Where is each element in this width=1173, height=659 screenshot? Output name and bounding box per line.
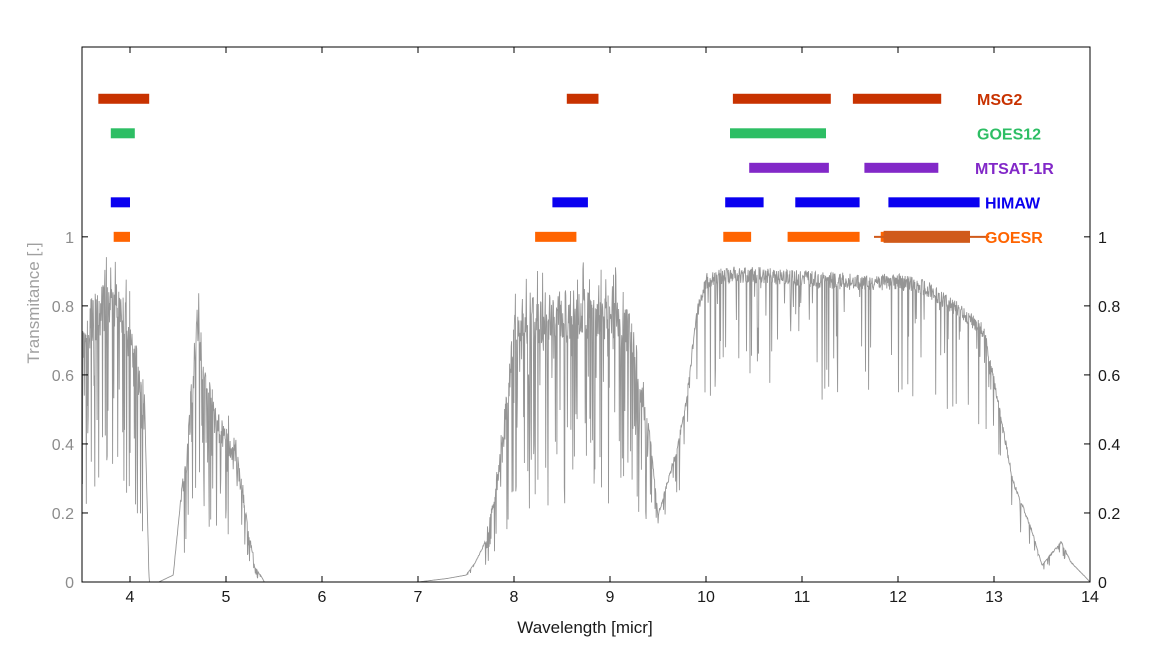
band-goesr-1 [535, 231, 577, 242]
y-tick-label-right: 0 [1098, 575, 1107, 592]
band-layer [98, 93, 990, 243]
band-himaw-0 [110, 197, 130, 208]
series-goesr [113, 231, 968, 242]
x-tick-label: 11 [794, 589, 811, 606]
band-mtsat-1r-0 [749, 162, 829, 173]
x-tick-label: 10 [697, 589, 715, 606]
y-tick-label-left: 0.8 [52, 299, 74, 316]
y-tick-label-right: 0.8 [1098, 299, 1120, 316]
y-axis-label: Transmitance [.] [24, 242, 43, 363]
extra-band [883, 230, 970, 243]
y-tick-label-right: 0.4 [1098, 437, 1120, 454]
x-tick-label: 7 [414, 589, 423, 606]
y-tick-label-left: 1 [65, 230, 74, 247]
x-tick-label: 13 [985, 589, 1003, 606]
band-msg2-1 [566, 93, 599, 104]
series-msg2 [98, 93, 942, 104]
band-himaw-1 [552, 197, 588, 208]
x-tick-label: 4 [126, 589, 135, 606]
y-tick-label-left: 0 [65, 575, 74, 592]
x-tick-label: 9 [606, 589, 615, 606]
band-msg2-0 [98, 93, 150, 104]
band-goes12-0 [110, 128, 135, 139]
y-tick-label-right: 1 [1098, 230, 1107, 247]
x-axis-label: Wavelength [micr] [517, 618, 652, 637]
legend-label-goes12: GOES12 [977, 126, 1041, 143]
legend-label-mtsat-1r: MTSAT-1R [975, 161, 1054, 178]
axis-layer: 4 5 6 7 8 9 10 11 12 13 1400.20.40.60.8100.20.40.6… [52, 46, 1120, 606]
y-tick-label-right: 0.2 [1098, 506, 1120, 523]
x-tick-label: 12 [889, 589, 907, 606]
transmittance-curve-layer [81, 257, 1091, 583]
band-msg2-3 [852, 93, 942, 104]
series-goes12 [110, 128, 826, 139]
x-tick-label: 8 [510, 589, 519, 606]
band-msg2-2 [732, 93, 831, 104]
band-himaw-4 [888, 197, 980, 208]
legend-label-msg2: MSG2 [977, 92, 1022, 109]
x-tick-label: 14 [1081, 589, 1099, 606]
series-himaw [110, 197, 980, 208]
label-layer: MSG2 GOES12 MTSAT-1R HIMAW GOESR [975, 92, 1054, 247]
band-mtsat-1r-1 [864, 162, 939, 173]
legend-label-goesr: GOESR [985, 230, 1043, 247]
x-tick-label: 6 [318, 589, 327, 606]
legend-label-himaw: HIMAW [985, 195, 1041, 212]
y-tick-label-right: 0.6 [1098, 368, 1120, 385]
band-goesr-0 [113, 231, 130, 242]
plot-frame [81, 46, 1091, 583]
y-tick-label-left: 0.6 [52, 368, 74, 385]
band-himaw-3 [795, 197, 860, 208]
band-goesr-2 [723, 231, 752, 242]
transmittance-line [81, 257, 1091, 583]
band-goesr-3 [787, 231, 860, 242]
y-tick-label-left: 0.2 [52, 506, 74, 523]
x-tick-label: 5 [222, 589, 231, 606]
series-mtsat-1r [749, 162, 939, 173]
band-himaw-2 [725, 197, 764, 208]
band-goes12-1 [730, 128, 826, 139]
y-tick-label-left: 0.4 [52, 437, 74, 454]
